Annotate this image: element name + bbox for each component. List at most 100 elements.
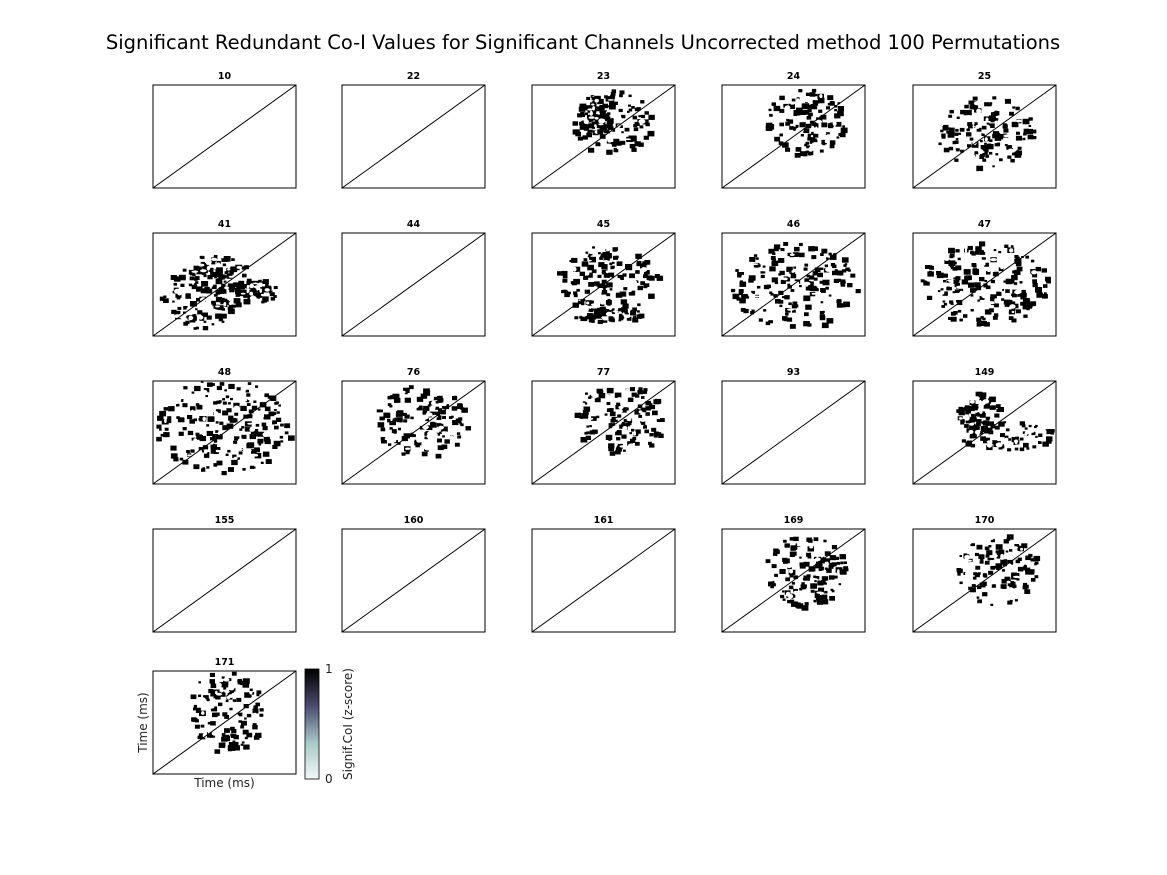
diagonal-line	[721, 528, 866, 633]
colorbar-label: Signif.CoI (z-score)	[341, 668, 355, 780]
significance-blob	[572, 89, 655, 155]
panel-170: 170	[912, 515, 1057, 633]
panel-frame	[531, 380, 676, 485]
panel-title: 149	[975, 367, 995, 378]
panel-frame	[531, 528, 676, 633]
panel-161: 161	[531, 515, 676, 633]
figure-title: Significant Redundant Co-I Values for Si…	[106, 31, 1060, 54]
significance-blob	[376, 385, 471, 459]
panel-frame	[341, 232, 486, 337]
panel-93: 93	[721, 367, 866, 485]
panel-title: 44	[407, 219, 421, 230]
panel-frame	[912, 380, 1057, 485]
panel-frame	[341, 84, 486, 189]
panel-24: 24	[721, 71, 866, 189]
panel-frame	[341, 528, 486, 633]
panel-frame	[152, 380, 297, 485]
panel-77: 77	[531, 367, 676, 485]
panel-169: 169	[721, 515, 866, 633]
panel-48: 48	[152, 367, 297, 485]
panel-title: 22	[407, 71, 420, 82]
significance-blob	[956, 534, 1041, 606]
diagonal-line	[531, 232, 676, 337]
diagonal-line	[531, 380, 676, 485]
panel-title: 93	[787, 367, 800, 378]
significance-blob	[765, 536, 849, 611]
significance-blob	[731, 242, 861, 329]
panel-title: 48	[218, 367, 232, 378]
significance-blob	[159, 252, 278, 331]
panel-frame	[721, 528, 866, 633]
significance-blob	[765, 88, 848, 158]
diagonal-line	[152, 84, 297, 189]
panel-grid: 10 22 23 24 25 41 44 45 46 47 48 76 77 93 149 155 160 161…	[136, 71, 1057, 790]
diagonal-line	[912, 232, 1057, 337]
panel-25: 25	[912, 71, 1057, 189]
panel-41: 41	[152, 219, 297, 337]
panel-frame	[341, 380, 486, 485]
y-axis-label: Time (ms)	[136, 692, 150, 754]
diagonal-line	[531, 528, 676, 633]
significance-blob	[574, 387, 665, 456]
panel-title: 10	[218, 71, 232, 82]
colorbar-tick-max: 1	[325, 662, 333, 676]
panel-47: 47	[912, 219, 1057, 337]
significance-blob	[956, 391, 1055, 452]
panel-frame	[152, 528, 297, 633]
panel-title: 161	[594, 515, 614, 526]
panel-23: 23	[531, 71, 676, 189]
diagonal-line	[721, 380, 866, 485]
panel-title: 45	[597, 219, 610, 230]
diagonal-line	[912, 380, 1057, 485]
significance-blob	[156, 381, 295, 476]
panel-frame	[152, 670, 297, 775]
diagonal-line	[912, 84, 1057, 189]
colorbar-bar	[304, 668, 320, 780]
panel-76: 76	[341, 367, 486, 485]
panel-frame	[912, 84, 1057, 189]
panel-frame	[721, 84, 866, 189]
panel-frame	[912, 232, 1057, 337]
diagonal-line	[341, 84, 486, 189]
panel-title: 170	[975, 515, 995, 526]
panel-46: 46	[721, 219, 866, 337]
diagonal-line	[912, 528, 1057, 633]
panel-171: 171 Time (ms) Time (ms)	[136, 657, 297, 790]
diagonal-line	[531, 84, 676, 189]
diagonal-line	[152, 528, 297, 633]
diagonal-line	[721, 232, 866, 337]
colorbar: 1 0 Signif.CoI (z-score)	[304, 662, 355, 786]
panel-10: 10	[152, 71, 297, 189]
diagonal-line	[152, 232, 297, 337]
panel-45: 45	[531, 219, 676, 337]
panel-title: 23	[597, 71, 610, 82]
significance-blob	[557, 246, 664, 324]
panel-160: 160	[341, 515, 486, 633]
significance-blob	[190, 671, 264, 754]
panel-frame	[152, 232, 297, 337]
panel-title: 160	[404, 515, 424, 526]
panel-title: 76	[407, 367, 421, 378]
panel-title: 24	[787, 71, 801, 82]
panel-title: 46	[787, 219, 801, 230]
panel-title: 77	[597, 367, 610, 378]
panel-frame	[721, 380, 866, 485]
panel-155: 155	[152, 515, 297, 633]
panel-22: 22	[341, 71, 486, 189]
x-axis-label: Time (ms)	[193, 776, 255, 790]
significance-blob	[938, 96, 1037, 172]
panel-44: 44	[341, 219, 486, 337]
diagonal-line	[721, 84, 866, 189]
diagonal-line	[152, 380, 297, 485]
diagonal-line	[341, 232, 486, 337]
panel-title: 25	[978, 71, 991, 82]
panel-title: 155	[215, 515, 235, 526]
panel-frame	[531, 232, 676, 337]
panel-frame	[721, 232, 866, 337]
diagonal-line	[341, 528, 486, 633]
panel-title: 47	[978, 219, 991, 230]
diagonal-line	[341, 380, 486, 485]
panel-title: 171	[215, 657, 235, 668]
panel-frame	[531, 84, 676, 189]
